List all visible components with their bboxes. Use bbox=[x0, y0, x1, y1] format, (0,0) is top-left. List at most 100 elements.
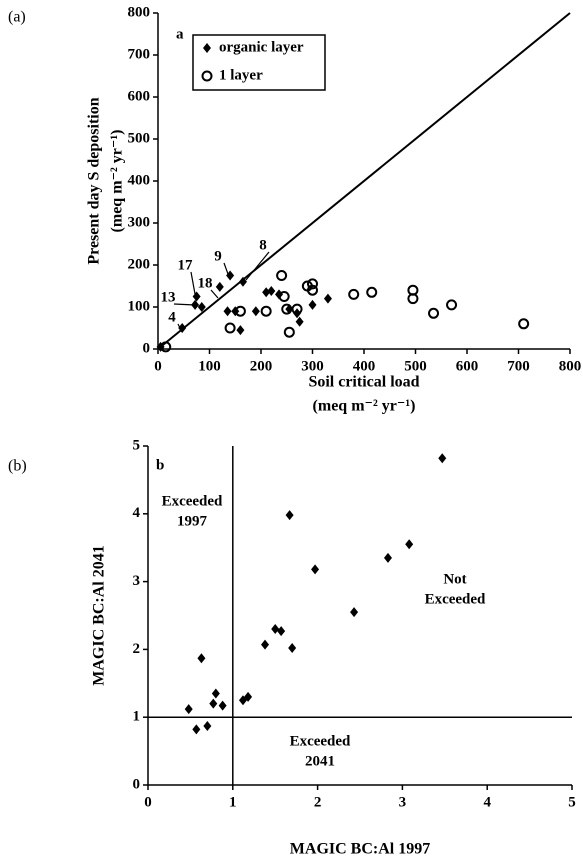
y-tick-label: 0 bbox=[143, 340, 151, 356]
point bbox=[192, 724, 201, 735]
annotation: 17 bbox=[178, 257, 194, 273]
point bbox=[276, 270, 288, 281]
point bbox=[267, 286, 276, 297]
legend-marker bbox=[201, 70, 213, 82]
x-tick-label: 700 bbox=[507, 358, 530, 374]
x-tick-label: 300 bbox=[301, 358, 324, 374]
point bbox=[184, 704, 193, 715]
point bbox=[283, 326, 295, 338]
y-tick-label: 600 bbox=[128, 88, 151, 104]
region-label: 2041 bbox=[305, 753, 335, 769]
x-tick-label: 2 bbox=[314, 794, 322, 810]
point bbox=[407, 293, 419, 305]
annotation-leader bbox=[245, 251, 270, 281]
point bbox=[275, 289, 284, 300]
y-tick-label: 500 bbox=[128, 130, 151, 146]
point bbox=[288, 643, 297, 654]
point bbox=[209, 698, 218, 709]
y-tick-label: 5 bbox=[133, 437, 141, 453]
point bbox=[271, 624, 280, 635]
annotation: 8 bbox=[259, 237, 267, 253]
x-tick-label: 0 bbox=[154, 358, 162, 374]
annotation: 18 bbox=[198, 275, 213, 291]
point bbox=[197, 302, 206, 312]
y-tick-label: 700 bbox=[128, 46, 151, 62]
x-tick-label: 1 bbox=[229, 794, 237, 810]
point bbox=[446, 299, 458, 311]
y-tick-label: 2 bbox=[133, 641, 141, 657]
legend-label: organic layer bbox=[219, 39, 304, 55]
point bbox=[366, 286, 378, 298]
point bbox=[234, 305, 246, 317]
y-axis-label: Present day S deposition bbox=[86, 97, 103, 264]
point bbox=[244, 691, 253, 702]
annotation-leader bbox=[223, 262, 229, 275]
x-axis-label: MAGIC BC:Al 1997 bbox=[290, 841, 430, 858]
y-axis-label: MAGIC BC:Al 2041 bbox=[91, 545, 108, 685]
x-tick-label: 600 bbox=[456, 358, 479, 374]
x-axis-label: Soil critical load bbox=[308, 374, 419, 391]
point bbox=[191, 299, 200, 310]
x-tick-label: 4 bbox=[483, 794, 491, 810]
region-label: Exceeded bbox=[290, 733, 351, 749]
x-tick-label: 3 bbox=[399, 794, 407, 810]
point bbox=[281, 303, 293, 315]
y-tick-label: 800 bbox=[128, 4, 151, 20]
point bbox=[178, 323, 187, 333]
annotation: 9 bbox=[214, 248, 222, 264]
point bbox=[224, 322, 236, 334]
x-tick-label: 800 bbox=[559, 358, 582, 374]
point bbox=[307, 278, 318, 290]
point bbox=[218, 700, 227, 711]
point bbox=[211, 688, 220, 699]
annotation-leader bbox=[210, 289, 219, 299]
point bbox=[160, 341, 172, 353]
x-tick-label: 400 bbox=[353, 358, 376, 374]
point bbox=[192, 291, 201, 302]
panel-label: (b) bbox=[8, 458, 27, 475]
x-tick-label: 0 bbox=[144, 794, 152, 810]
point bbox=[260, 305, 272, 317]
one-to-one-line bbox=[157, 12, 571, 350]
point bbox=[438, 453, 447, 464]
panel-label: (a) bbox=[8, 9, 26, 26]
point bbox=[308, 299, 317, 310]
point bbox=[251, 306, 260, 317]
legend-label: 1 layer bbox=[219, 67, 263, 83]
y-tick-label: 0 bbox=[133, 776, 141, 792]
point bbox=[323, 293, 332, 304]
y-axis-units: (meq m⁻² yr⁻¹) bbox=[109, 130, 126, 233]
panel-letter: a bbox=[176, 26, 184, 42]
point bbox=[311, 564, 320, 575]
point bbox=[215, 281, 224, 292]
y-tick-label: 3 bbox=[133, 573, 141, 589]
legend-marker bbox=[203, 43, 211, 53]
x-tick-label: 500 bbox=[404, 358, 427, 374]
point bbox=[238, 276, 247, 287]
point bbox=[291, 303, 303, 315]
y-tick-label: 100 bbox=[128, 298, 151, 314]
region-label: 1997 bbox=[177, 513, 208, 529]
point bbox=[226, 270, 235, 281]
point bbox=[236, 325, 245, 336]
annotation: 13 bbox=[161, 289, 176, 305]
point bbox=[223, 306, 232, 317]
point bbox=[350, 607, 359, 618]
point bbox=[203, 721, 212, 732]
x-tick-label: 5 bbox=[568, 794, 576, 810]
x-tick-label: 200 bbox=[250, 358, 273, 374]
y-tick-label: 400 bbox=[128, 172, 151, 188]
region-label: Not bbox=[443, 571, 466, 587]
point bbox=[261, 639, 270, 650]
point bbox=[277, 626, 286, 637]
point bbox=[405, 539, 414, 550]
y-tick-label: 1 bbox=[133, 709, 141, 725]
point bbox=[278, 291, 290, 302]
point bbox=[197, 653, 206, 664]
y-tick-label: 300 bbox=[128, 214, 151, 230]
point bbox=[307, 284, 318, 296]
point bbox=[518, 318, 530, 330]
y-tick-label: 4 bbox=[133, 505, 141, 521]
point bbox=[295, 316, 304, 327]
